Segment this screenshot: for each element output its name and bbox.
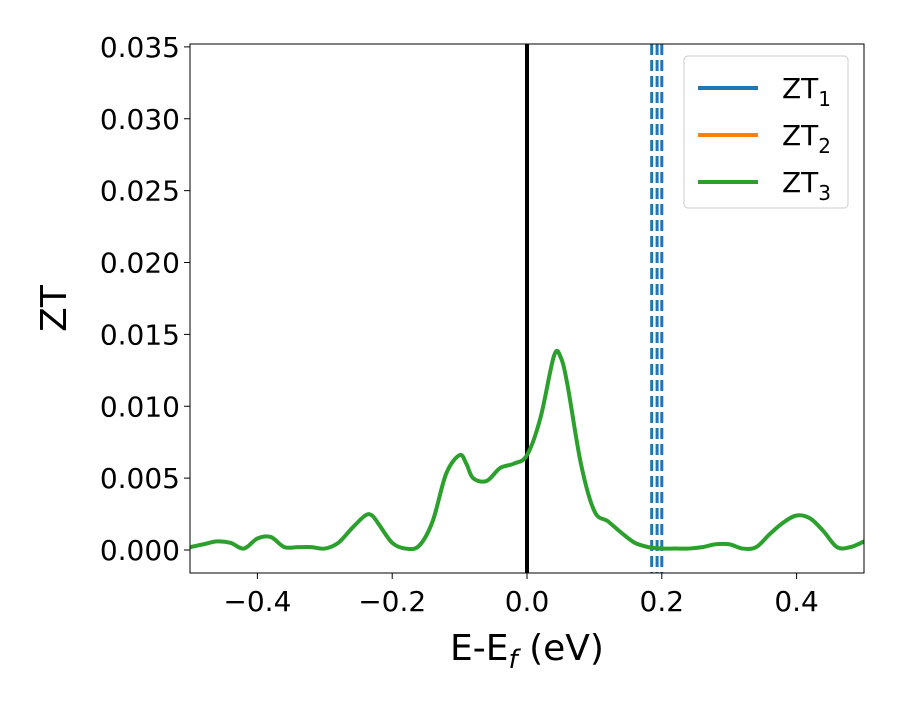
x-tick-label: 0.2 — [640, 585, 685, 618]
series-line-3 — [190, 348, 864, 552]
y-tick-label: 0.025 — [100, 175, 180, 208]
x-axis-label: E-Ef (eV) — [450, 628, 604, 675]
x-tick-label: 0.4 — [774, 585, 819, 618]
y-tick-label: 0.005 — [100, 462, 180, 495]
y-tick-label: 0.035 — [100, 31, 180, 64]
legend-box — [683, 55, 849, 209]
legend-label-2: ZT2 — [782, 119, 831, 158]
y-tick-label: 0.015 — [100, 318, 180, 351]
y-tick-label: 0.020 — [100, 247, 180, 280]
series-layer — [190, 348, 864, 552]
y-axis: 0.000 0.005 0.010 0.015 0.020 0.025 0.030 0.035 — [100, 31, 190, 567]
y-tick-label: 0.000 — [100, 534, 180, 567]
legend: ZT1 ZT2 ZT3 — [683, 55, 849, 209]
x-tick-label: 0.0 — [505, 585, 550, 618]
y-tick-label: 0.030 — [100, 103, 180, 136]
reference-lines — [525, 44, 664, 573]
legend-label-3: ZT3 — [782, 166, 831, 205]
x-axis: −0.4 −0.2 0.0 0.2 0.4 — [223, 573, 819, 618]
y-tick-label: 0.010 — [100, 390, 180, 423]
y-axis-label: ZT — [34, 284, 75, 332]
x-tick-label: −0.4 — [223, 585, 291, 618]
legend-label-1: ZT1 — [782, 72, 831, 111]
x-tick-label: −0.2 — [358, 585, 426, 618]
